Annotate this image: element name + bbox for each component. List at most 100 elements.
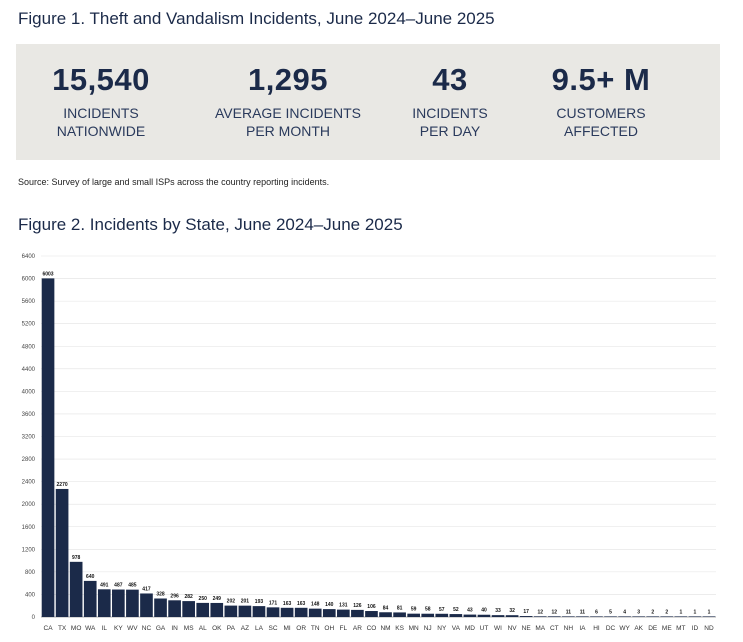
bar <box>210 602 224 617</box>
bar <box>69 561 83 617</box>
x-tick-label: NM <box>380 625 390 632</box>
y-tick-label: 800 <box>25 570 36 576</box>
x-tick-label: ID <box>692 625 699 632</box>
data-label: 40 <box>481 608 487 614</box>
bar <box>337 609 350 617</box>
bar <box>590 616 603 617</box>
stat-label-line: INCIDENTS <box>63 105 139 121</box>
y-tick-label: 3600 <box>22 412 36 418</box>
x-tick-label: IL <box>102 625 108 632</box>
stat-label-line: NATIONWIDE <box>56 123 146 139</box>
x-tick-label: ND <box>704 625 714 632</box>
stat-customers-affected: 9.5+ M CUSTOMERS AFFECTED <box>552 62 651 140</box>
x-tick-label: NY <box>437 625 447 632</box>
data-label: 296 <box>170 593 179 599</box>
y-tick-label: 2800 <box>22 457 36 463</box>
data-label: 12 <box>537 609 543 615</box>
data-label: 140 <box>325 602 334 608</box>
x-tick-label: MO <box>71 625 81 632</box>
data-label: 2270 <box>57 482 68 488</box>
incidents-by-state-bar-chart: 0 400 800 1200 1600 2000 2400 2800 3200 3600 4000 4… <box>22 254 716 632</box>
bar <box>252 606 266 617</box>
data-label: 33 <box>495 608 501 614</box>
data-label: 11 <box>566 609 572 615</box>
data-label: 131 <box>339 603 348 609</box>
data-label: 193 <box>255 599 264 605</box>
x-tick-label: NV <box>508 625 518 632</box>
x-tick-label: KY <box>114 625 123 632</box>
data-label: 250 <box>199 596 208 602</box>
data-label: 84 <box>383 605 389 611</box>
bar <box>168 600 181 617</box>
data-label: 2 <box>665 609 668 615</box>
data-label: 163 <box>297 601 306 607</box>
x-tick-label: MA <box>535 625 545 632</box>
data-label: 59 <box>411 607 417 613</box>
data-label: 171 <box>269 600 278 606</box>
bar <box>674 616 688 617</box>
y-tick-label: 400 <box>25 592 36 598</box>
bar <box>632 616 645 617</box>
x-tick-label: AL <box>199 625 207 632</box>
x-tick-label: OR <box>296 625 306 632</box>
y-tick-label: 3200 <box>22 435 36 441</box>
bar <box>660 616 674 617</box>
y-tick-label: 1200 <box>22 547 36 553</box>
y-tick-label: 4000 <box>22 389 36 395</box>
stat-incidents-nationwide: 15,540 INCIDENTS NATIONWIDE <box>52 62 150 140</box>
stat-label: CUSTOMERS AFFECTED <box>552 104 651 140</box>
bar <box>533 616 547 617</box>
data-label: 106 <box>367 604 376 610</box>
data-label: 58 <box>425 607 431 613</box>
data-label: 81 <box>397 605 403 611</box>
x-tick-label: IA <box>579 625 586 632</box>
stat-label-line: AFFECTED <box>564 123 638 139</box>
data-label: 57 <box>439 607 445 613</box>
bar <box>449 614 463 617</box>
bar <box>238 605 252 617</box>
x-tick-label: WY <box>619 625 630 632</box>
y-tick-label: 0 <box>32 615 36 621</box>
x-tick-label: DE <box>648 625 658 632</box>
bar <box>407 613 420 617</box>
bar <box>702 616 716 617</box>
data-label: 6003 <box>42 271 53 277</box>
data-label: 417 <box>142 586 151 592</box>
source-note: Source: Survey of large and small ISPs a… <box>18 177 330 187</box>
data-label: 491 <box>100 582 109 588</box>
bar <box>294 607 308 617</box>
bar <box>365 611 378 617</box>
data-label: 978 <box>72 555 81 561</box>
bar <box>576 616 589 617</box>
x-tick-label: PA <box>227 625 236 632</box>
x-tick-label: LA <box>255 625 264 632</box>
bar <box>547 616 561 617</box>
stat-label: INCIDENTS PER DAY <box>412 104 487 140</box>
x-tick-label: UT <box>480 625 489 632</box>
bar <box>393 612 406 617</box>
stat-label-line: INCIDENTS <box>412 105 488 121</box>
bar <box>196 602 210 617</box>
x-tick-label: MI <box>283 625 290 632</box>
bar <box>55 488 69 617</box>
stats-panel: 15,540 INCIDENTS NATIONWIDE 1,295 AVERAG… <box>16 44 720 160</box>
stat-label-line: AVERAGE INCIDENTS <box>215 105 361 121</box>
x-tick-label: IN <box>171 625 178 632</box>
x-tick-label: NH <box>564 625 574 632</box>
bar <box>688 616 702 617</box>
x-tick-label: TN <box>311 625 320 632</box>
bar <box>224 605 238 617</box>
bar <box>351 609 364 617</box>
data-label: 485 <box>128 583 137 589</box>
data-label: 3 <box>637 609 640 615</box>
data-label: 17 <box>523 609 529 615</box>
bar <box>379 612 392 617</box>
x-tick-label: AZ <box>241 625 249 632</box>
figure2-title: Figure 2. Incidents by State, June 2024–… <box>18 215 403 234</box>
stat-value: 1,295 <box>247 62 329 97</box>
bar <box>421 613 435 617</box>
stat-label: AVERAGE INCIDENTS PER MONTH <box>215 104 361 140</box>
bar <box>505 615 519 617</box>
data-label: 282 <box>184 594 193 600</box>
data-label: 202 <box>227 599 236 605</box>
